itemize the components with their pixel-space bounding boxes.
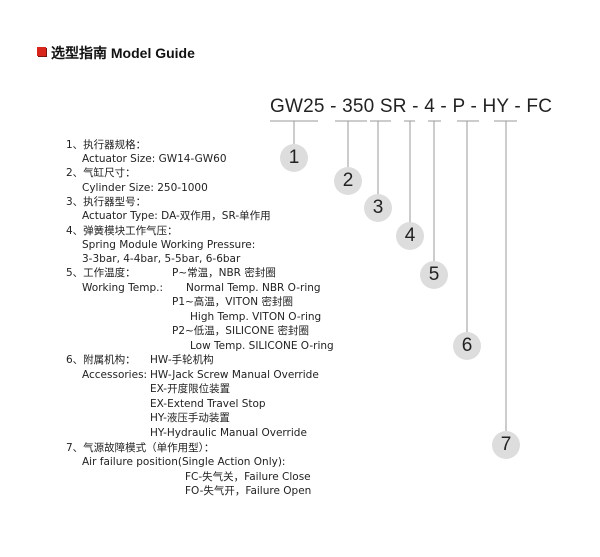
page-title: 选型指南 Model Guide	[51, 45, 195, 61]
item-7-fc: FC-失气关，Failure Close	[185, 471, 311, 483]
item-6-hw-cn: HW-手轮机构	[150, 354, 214, 366]
callout-2: 2	[334, 167, 362, 195]
item-5-p-en: Normal Temp. NBR O-ring	[186, 282, 321, 294]
item-2-heading: 2、气缸尺寸：	[66, 167, 136, 179]
item-5-heading: 5、工作温度：	[66, 267, 136, 279]
callout-6: 6	[453, 332, 481, 360]
item-5-label: Working Temp.:	[82, 282, 164, 294]
item-5-p-cn: P~常温，NBR 密封圈	[172, 267, 276, 279]
callout-7: 7	[492, 431, 520, 459]
item-6-heading: 6、附属机构：	[66, 354, 136, 366]
item-6-label: Accessories:	[82, 369, 148, 381]
item-1-heading: 1、执行器规格：	[66, 139, 147, 151]
item-3-heading: 3、执行器型号：	[66, 196, 147, 208]
item-5-p1-cn: P1~高温，VITON 密封圈	[172, 296, 293, 308]
item-7-label: Air failure position(Single Action Only)…	[82, 456, 286, 468]
item-7-heading: 7、气源故障模式（单作用型）：	[66, 442, 215, 454]
item-5-p2-cn: P2~低温，SILICONE 密封圈	[172, 325, 309, 337]
callout-5: 5	[420, 261, 448, 289]
callout-1: 1	[280, 144, 308, 172]
item-4-text: Spring Module Working Pressure:	[82, 239, 256, 251]
item-6-hw-en: HW-Jack Screw Manual Override	[150, 369, 319, 381]
item-5-p1-en: High Temp. VITON O-ring	[190, 311, 322, 323]
item-6-ex-en: EX-Extend Travel Stop	[150, 398, 266, 410]
model-code: GW25 - 350 SR - 4 - P - HY - FC	[270, 96, 553, 117]
title-marker-icon	[37, 47, 46, 56]
item-2-text: Cylinder Size: 250-1000	[82, 182, 208, 194]
item-6-ex-cn: EX-开度限位装置	[150, 383, 231, 395]
item-5-p2-en: Low Temp. SILICONE O-ring	[190, 340, 334, 352]
item-6-hy-en: HY-Hydraulic Manual Override	[150, 427, 307, 439]
item-4-values: 3-3bar, 4-4bar, 5-5bar, 6-6bar	[82, 253, 241, 265]
item-3-text: Actuator Type: DA-双作用，SR-单作用	[82, 210, 271, 222]
callout-4: 4	[396, 222, 424, 250]
item-6-hy-cn: HY-液压手动装置	[150, 412, 230, 424]
item-7-fo: FO-失气开，Failure Open	[185, 485, 312, 497]
item-1-text: Actuator Size: GW14-GW60	[82, 153, 227, 165]
item-4-heading: 4、弹簧模块工作气压：	[66, 225, 178, 237]
callout-3: 3	[364, 194, 392, 222]
